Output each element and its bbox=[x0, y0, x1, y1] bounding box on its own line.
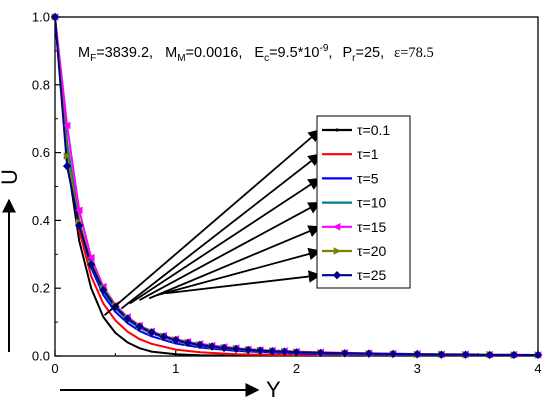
series-4-point bbox=[74, 206, 83, 215]
marker-layer bbox=[50, 12, 543, 360]
legend-marker-4 bbox=[332, 223, 341, 231]
series-6-point bbox=[268, 347, 277, 356]
legend-label-0: τ=0.1 bbox=[357, 122, 390, 138]
series-6-point bbox=[364, 349, 374, 358]
legend-label-5: τ=20 bbox=[357, 243, 386, 259]
legend-arrow-0 bbox=[103, 129, 321, 317]
legend-label-1: τ=1 bbox=[357, 146, 379, 162]
series-6-point bbox=[280, 347, 289, 356]
series-6-point bbox=[183, 338, 193, 347]
series-6-point bbox=[533, 350, 543, 360]
series-6-point bbox=[135, 322, 144, 331]
y-tick-label: 0.8 bbox=[32, 77, 50, 92]
series-6-point bbox=[413, 350, 422, 359]
series-6-point bbox=[159, 332, 168, 341]
series-6-point bbox=[256, 346, 265, 355]
x-tick-label: 2 bbox=[293, 361, 300, 376]
series-6-point bbox=[171, 335, 180, 345]
series-6-point bbox=[292, 348, 301, 357]
legend-arrow-2 bbox=[129, 177, 322, 305]
plot-frame bbox=[54, 16, 539, 357]
series-4-point bbox=[62, 121, 71, 130]
legend-arrow-1 bbox=[120, 153, 321, 310]
series-6-point bbox=[87, 260, 96, 269]
series-5-point bbox=[63, 152, 72, 160]
series-6-point bbox=[207, 342, 217, 351]
legend-marker-0 bbox=[335, 128, 339, 132]
x-tick-label: 0 bbox=[51, 361, 58, 376]
tick-layer: 0 1 2 3 4 0.0 0.2 0.4 0.6 0.8 1.0 bbox=[32, 10, 542, 377]
y-axis-label: U bbox=[0, 169, 22, 185]
series-6-point bbox=[316, 348, 325, 358]
x-tick-label: 3 bbox=[414, 361, 421, 376]
series-6-point bbox=[123, 314, 132, 323]
series-6-point bbox=[99, 285, 108, 295]
y-tick-label: 0.6 bbox=[32, 145, 50, 160]
series-6-point bbox=[147, 328, 156, 337]
series-6-point bbox=[231, 344, 241, 354]
legend-marker-6 bbox=[332, 271, 342, 280]
series-6-point bbox=[437, 350, 446, 359]
series-6-point bbox=[509, 350, 519, 360]
y-tick-label: 0.0 bbox=[32, 349, 50, 364]
series-line-1 bbox=[55, 17, 538, 356]
legend-label-6: τ=25 bbox=[357, 267, 386, 283]
legend: τ=0.1 τ=1 τ=5 τ=10 τ=15 τ=20 τ=25 bbox=[316, 115, 411, 289]
legend-arrow-4 bbox=[148, 225, 322, 300]
x-tick-label: 1 bbox=[172, 361, 179, 376]
x-tick-label: 4 bbox=[534, 361, 541, 376]
series-6-point bbox=[461, 350, 470, 359]
legend-label-4: τ=15 bbox=[357, 219, 386, 235]
arrow-layer bbox=[103, 129, 322, 317]
series-4-point bbox=[87, 253, 95, 262]
series-6-point bbox=[388, 349, 398, 359]
legend-arrow-6 bbox=[165, 270, 322, 295]
legend-marker-5 bbox=[333, 247, 342, 255]
legend-label-2: τ=5 bbox=[357, 170, 379, 186]
parameter-annotation: MF=3839.2, MM=0.0016, Ec=9.5*10-9, Pr=25… bbox=[78, 43, 434, 64]
series-layer bbox=[55, 17, 538, 356]
series-6-point bbox=[219, 343, 229, 353]
series-6-point bbox=[485, 350, 494, 360]
series-6-point bbox=[195, 340, 205, 350]
series-6-point bbox=[62, 161, 72, 171]
legend-label-3: τ=10 bbox=[357, 195, 386, 211]
legend-arrow-5 bbox=[157, 247, 322, 296]
series-6-point bbox=[50, 12, 60, 22]
series-6-point bbox=[340, 349, 349, 358]
y-tick-label: 1.0 bbox=[32, 10, 50, 25]
series-6-point bbox=[244, 345, 253, 355]
y-tick-label: 0.2 bbox=[32, 281, 50, 296]
y-tick-label: 0.4 bbox=[32, 213, 50, 228]
series-line-0 bbox=[55, 17, 538, 356]
x-axis-label: Y bbox=[266, 377, 281, 402]
legend-arrow-3 bbox=[139, 201, 322, 301]
series-6-point bbox=[74, 221, 84, 230]
